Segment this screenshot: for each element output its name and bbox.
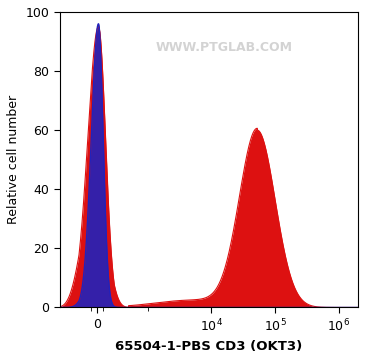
X-axis label: 65504-1-PBS CD3 (OKT3): 65504-1-PBS CD3 (OKT3) <box>115 340 303 353</box>
Y-axis label: Relative cell number: Relative cell number <box>7 95 20 224</box>
Text: WWW.PTGLAB.COM: WWW.PTGLAB.COM <box>155 41 292 54</box>
